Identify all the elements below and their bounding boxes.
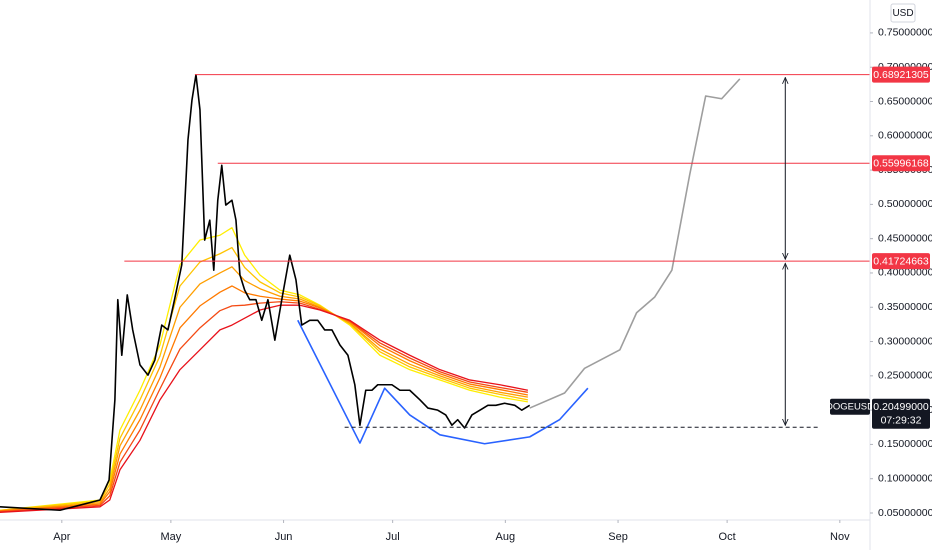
level-label: 0.68921305 (873, 69, 929, 81)
x-tick-label: Sep (608, 531, 628, 543)
projection-line (529, 78, 741, 409)
y-tick-label: 0.45000000 (878, 232, 932, 244)
x-tick-label: Aug (496, 531, 516, 543)
pattern-line (297, 319, 589, 445)
y-tick-label: 0.35000000 (878, 301, 932, 313)
y-tick-label: 0.75000000 (878, 27, 932, 39)
ribbon-line (0, 266, 528, 512)
level-label-box (872, 66, 930, 83)
x-tick-label: Oct (719, 531, 736, 543)
y-tick-label: 0.25000000 (878, 370, 932, 382)
price-axis-panel (870, 0, 932, 550)
ribbon-line (0, 227, 528, 511)
price-line (0, 73, 531, 512)
ribbon-line (0, 304, 529, 513)
level-label: 0.55996168 (873, 158, 929, 170)
x-tick-label: Apr (53, 531, 70, 543)
x-tick-label: Nov (830, 531, 850, 543)
x-tick-label: Jul (386, 531, 400, 543)
y-tick-label: 0.30000000 (878, 335, 932, 347)
x-tick-label: May (160, 531, 181, 543)
last-price-box (872, 398, 930, 429)
level-label-box (872, 253, 930, 270)
symbol-label-box (830, 398, 870, 415)
countdown-label: 07:29:32 (881, 414, 922, 426)
y-tick-label: 0.15000000 (878, 438, 932, 450)
last-price-label: 0.20499000 (873, 401, 929, 413)
y-tick-label: 0.60000000 (878, 130, 932, 142)
y-tick-label: 0.10000000 (878, 472, 932, 484)
symbol-label: DOGEUSD (826, 402, 874, 413)
plot-area (0, 73, 870, 513)
time-axis-panel (0, 520, 870, 550)
ribbon-line (0, 301, 528, 513)
ribbon-line (0, 246, 529, 511)
y-tick-label: 0.05000000 (878, 507, 932, 519)
y-tick-label: 0.40000000 (878, 267, 932, 279)
currency-box (890, 3, 916, 23)
ribbon-line (0, 285, 529, 512)
currency: USD (892, 8, 913, 19)
y-tick-label: 0.65000000 (878, 95, 932, 107)
level-label: 0.41724663 (873, 255, 929, 267)
y-tick-label: 0.50000000 (878, 198, 932, 210)
x-tick-label: Jun (275, 531, 293, 543)
level-label-box (872, 155, 930, 172)
